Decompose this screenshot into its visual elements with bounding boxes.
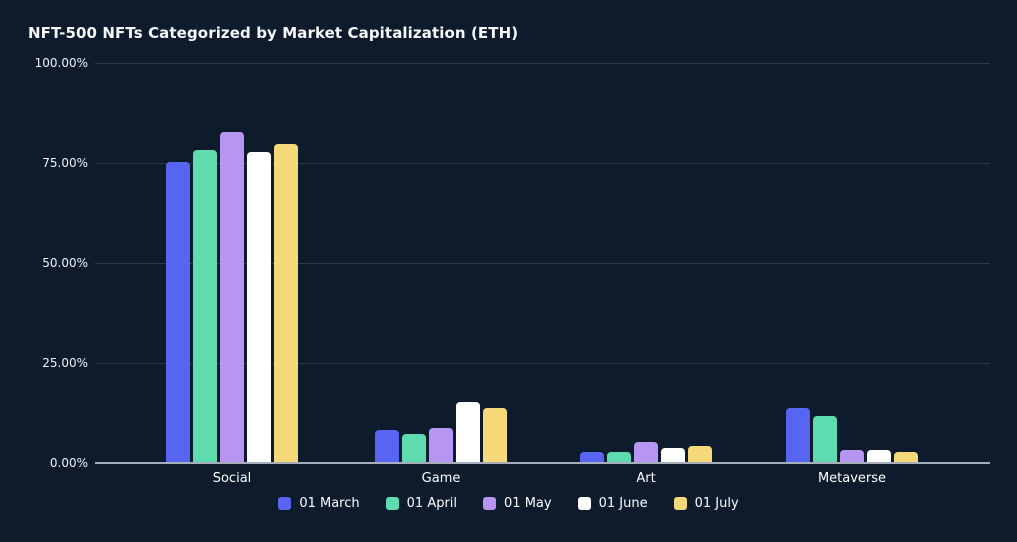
legend-swatch-icon: [483, 497, 497, 510]
bar-01-june-game[interactable]: [456, 402, 480, 462]
legend-label: 01 May: [504, 496, 552, 511]
y-axis-tick-label: 0.00%: [49, 456, 88, 470]
legend-swatch-icon: [278, 497, 292, 510]
bar-01-june-social[interactable]: [247, 152, 271, 462]
x-axis-category-label: Social: [212, 471, 252, 486]
legend-swatch-icon: [673, 497, 687, 510]
bar-01-april-metaverse[interactable]: [813, 416, 837, 462]
bar-01-july-metaverse[interactable]: [894, 452, 918, 462]
legend-label: 01 June: [598, 496, 648, 511]
bar-01-may-metaverse[interactable]: [840, 450, 864, 462]
x-axis-category-label: Art: [636, 471, 656, 486]
bar-01-july-game[interactable]: [483, 408, 507, 462]
bar-01-may-game[interactable]: [429, 428, 453, 462]
y-axis-tick-label: 25.00%: [42, 356, 88, 370]
y-axis-tick-label: 50.00%: [42, 256, 88, 270]
plot-area: Social Game Art Metaverse: [95, 63, 990, 486]
x-axis-category-label: Metaverse: [817, 471, 887, 486]
legend-label: 01 April: [406, 496, 458, 511]
gridline: [95, 63, 990, 64]
legend-label: 01 July: [694, 496, 739, 511]
gridline: [95, 163, 990, 164]
bar-01-may-social[interactable]: [220, 132, 244, 462]
bar-01-july-art[interactable]: [688, 446, 712, 462]
gridline: [95, 263, 990, 264]
bar-01-july-social[interactable]: [274, 144, 298, 462]
bar-01-june-metaverse[interactable]: [867, 450, 891, 462]
y-axis-tick-label: 100.00%: [34, 56, 88, 70]
legend-item-01-june[interactable]: 01 June: [577, 496, 648, 511]
legend-swatch-icon: [577, 497, 591, 510]
bar-01-march-game[interactable]: [375, 430, 399, 462]
x-axis-category-label: Game: [421, 471, 461, 486]
bar-01-may-art[interactable]: [634, 442, 658, 462]
legend-label: 01 March: [299, 496, 360, 511]
chart-title: NFT-500 NFTs Categorized by Market Capit…: [28, 24, 519, 42]
bar-01-march-metaverse[interactable]: [786, 408, 810, 462]
legend-swatch-icon: [385, 497, 399, 510]
bar-01-june-art[interactable]: [661, 448, 685, 462]
x-axis-line: [95, 462, 990, 464]
legend-item-01-april[interactable]: 01 April: [385, 496, 458, 511]
legend-item-01-march[interactable]: 01 March: [278, 496, 360, 511]
legend: 01 March 01 April 01 May 01 June 01 July: [0, 496, 1017, 511]
legend-item-01-may[interactable]: 01 May: [483, 496, 552, 511]
gridline: [95, 363, 990, 364]
bar-01-april-art[interactable]: [607, 452, 631, 462]
bar-01-april-game[interactable]: [402, 434, 426, 462]
bar-01-march-social[interactable]: [166, 162, 190, 462]
bar-01-march-art[interactable]: [580, 452, 604, 462]
bar-01-april-social[interactable]: [193, 150, 217, 462]
y-axis-tick-label: 75.00%: [42, 156, 88, 170]
legend-item-01-july[interactable]: 01 July: [673, 496, 739, 511]
